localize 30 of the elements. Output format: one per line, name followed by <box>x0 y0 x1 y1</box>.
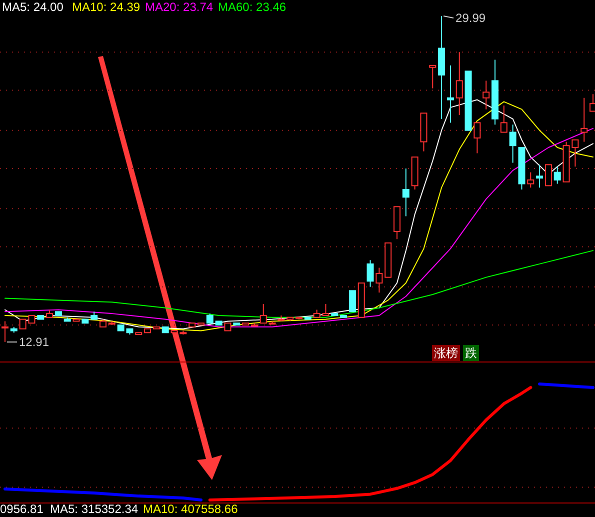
text: MA20: 23.74 <box>145 0 214 14</box>
candlestick <box>429 64 436 89</box>
candlestick <box>527 172 534 188</box>
candlestick <box>348 290 356 312</box>
candlestick <box>2 320 8 342</box>
annotation: 12.91 <box>19 335 50 349</box>
text: MA60: 23.46 <box>218 0 286 14</box>
text: 0956.81 <box>0 502 44 516</box>
candlestick <box>366 260 374 288</box>
text: MA5: 315352.34 <box>50 502 138 516</box>
candlestick <box>206 313 214 324</box>
candlestick <box>376 267 383 294</box>
text: 涨榜 <box>434 346 458 360</box>
text: MA5: 24.00 <box>2 0 64 14</box>
candlestick <box>474 122 481 154</box>
text: 跌 <box>465 346 477 360</box>
candlestick <box>554 166 561 184</box>
candlestick <box>482 80 490 110</box>
text: MA10: 407558.66 <box>143 502 238 516</box>
candlestick <box>509 124 516 164</box>
candlestick <box>260 304 267 324</box>
candlestick <box>446 64 454 124</box>
candlestick <box>544 164 552 186</box>
candlestick <box>402 168 410 217</box>
candlestick <box>456 52 463 116</box>
text: MA10: 24.39 <box>72 0 140 14</box>
candlestick <box>580 97 588 142</box>
candlestick <box>500 105 508 133</box>
candlestick <box>536 164 544 188</box>
annotation: 29.99 <box>456 11 486 25</box>
